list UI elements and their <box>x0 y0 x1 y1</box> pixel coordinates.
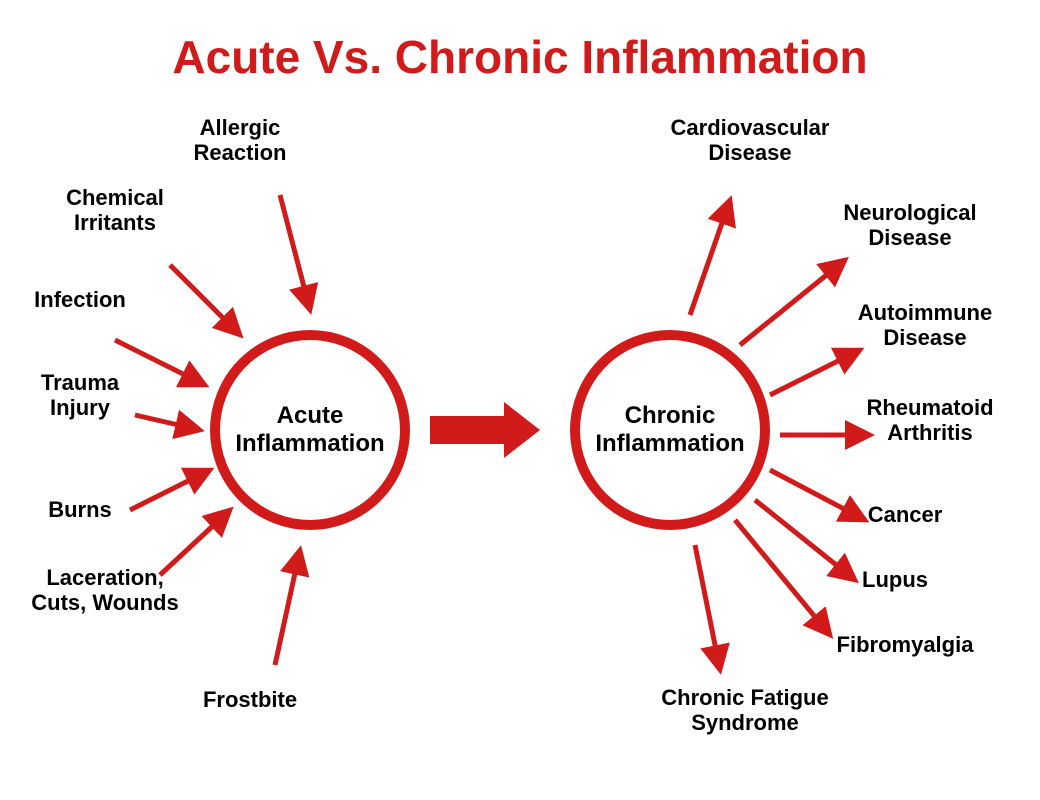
chronic-arrow-2 <box>770 350 860 395</box>
chronic-effect-label-1: NeurologicalDisease <box>810 200 1010 251</box>
acute-arrow-6 <box>275 550 300 665</box>
acute-circle-label: AcuteInflammation <box>235 402 384 458</box>
acute-circle: AcuteInflammation <box>210 330 410 530</box>
chronic-effect-label-6: Fibromyalgia <box>805 632 1005 657</box>
acute-arrow-0 <box>280 195 310 310</box>
acute-cause-label-2: Infection <box>0 287 180 312</box>
chronic-effect-label-3: RheumatoidArthritis <box>830 395 1030 446</box>
chronic-arrow-0 <box>690 200 730 315</box>
chronic-circle: ChronicInflammation <box>570 330 770 530</box>
chronic-effect-label-5: Lupus <box>795 567 995 592</box>
chronic-effect-label-2: AutoimmuneDisease <box>825 300 1025 351</box>
acute-cause-label-6: Frostbite <box>150 687 350 712</box>
chronic-arrow-7 <box>695 545 720 670</box>
chronic-effect-label-4: Cancer <box>805 502 1005 527</box>
acute-cause-label-5: Laceration,Cuts, Wounds <box>5 565 205 616</box>
acute-cause-label-1: ChemicalIrritants <box>15 185 215 236</box>
chronic-effect-label-7: Chronic FatigueSyndrome <box>645 685 845 736</box>
page-title: Acute Vs. Chronic Inflammation <box>0 30 1040 84</box>
center-arrow <box>430 402 540 458</box>
chronic-circle-label: ChronicInflammation <box>595 402 744 458</box>
acute-cause-label-3: TraumaInjury <box>0 370 180 421</box>
acute-cause-label-4: Burns <box>0 497 180 522</box>
acute-arrow-1 <box>170 265 240 335</box>
chronic-effect-label-0: CardiovascularDisease <box>650 115 850 166</box>
acute-cause-label-0: AllergicReaction <box>140 115 340 166</box>
